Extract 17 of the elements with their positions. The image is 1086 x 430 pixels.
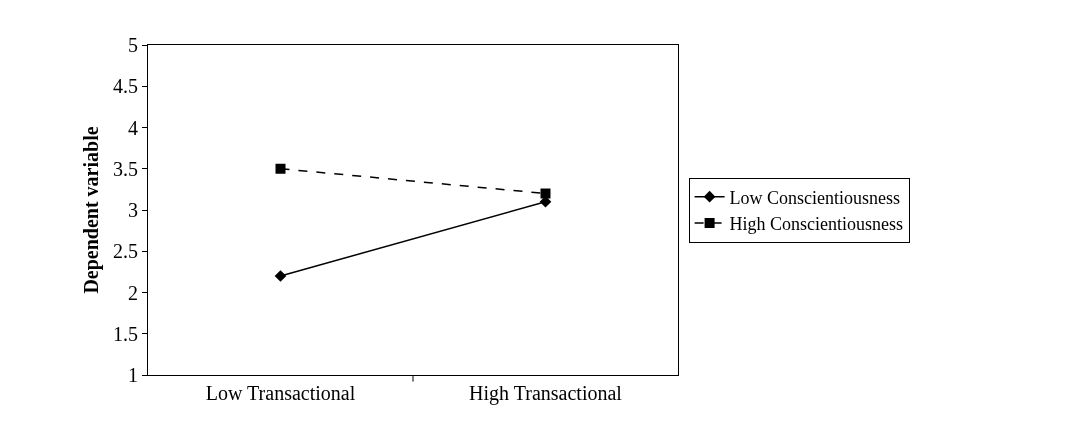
y-tick-label: 4.5 [113,75,138,98]
point [274,270,287,282]
y-tick-label: 1.5 [113,322,138,345]
y-tick-label: 3.5 [113,157,138,180]
y-axis-title: Dependent variable [80,126,103,294]
x-tick-label: High Transactional [469,382,623,405]
y-tick-label: 4 [128,116,138,139]
point [275,163,286,174]
y-tick-label: 2 [128,281,138,304]
legend-label: High Conscientiousness [729,214,904,235]
y-tick-label: 2.5 [113,240,138,263]
y-tick-label: 5 [128,34,138,56]
legend-label: Low Conscientiousness [729,187,901,208]
y-tick-label: 3 [128,199,138,221]
point [540,188,551,199]
x-tick-label: Low Transactional [205,382,356,404]
y-tick-label: 1 [128,364,138,386]
